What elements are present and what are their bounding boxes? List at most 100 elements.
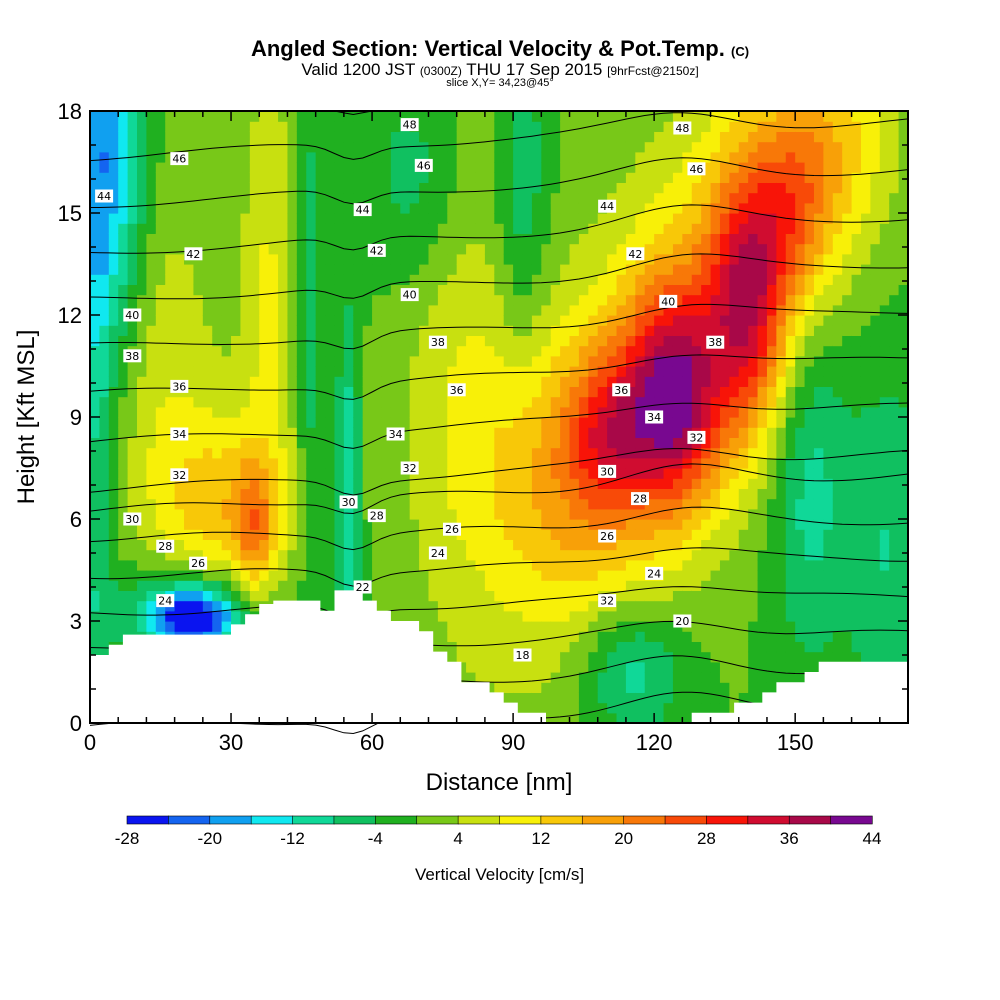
velocity-cell [202,294,213,306]
velocity-cell [691,376,702,387]
velocity-cell [644,366,655,377]
velocity-cell [748,692,759,704]
velocity-cell [372,304,383,316]
velocity-cell [390,386,401,398]
velocity-cell [494,172,505,183]
velocity-cell [118,294,129,306]
velocity-cell [466,264,477,275]
velocity-cell [616,702,627,714]
velocity-cell [682,641,693,653]
velocity-cell [607,192,618,204]
velocity-cell [202,478,213,489]
velocity-cell [531,559,542,571]
velocity-cell [372,559,383,571]
velocity-cell [118,457,129,469]
velocity-cell [231,131,242,143]
velocity-cell [137,621,148,632]
velocity-cell [127,417,138,428]
velocity-cell [541,366,552,377]
velocity-cell [137,498,148,510]
velocity-cell [184,417,195,428]
velocity-cell [569,457,580,469]
velocity-cell [108,284,119,296]
velocity-cell [682,702,693,714]
velocity-cell [193,386,204,398]
velocity-cell [437,631,448,642]
velocity-cell [90,641,100,653]
velocity-cell [644,529,655,540]
velocity-cell [466,172,477,183]
velocity-cell [475,651,486,663]
velocity-cell [494,151,505,163]
velocity-cell [259,529,270,540]
velocity-cell [569,182,580,194]
velocity-cell [484,335,495,347]
velocity-cell [231,172,242,183]
velocity-cell [654,427,665,438]
velocity-cell [541,325,552,336]
velocity-cell [588,539,599,551]
velocity-cell [419,233,430,245]
velocity-cell [785,355,796,367]
velocity-cell [719,488,730,500]
velocity-cell [550,651,561,663]
velocity-cell [137,488,148,500]
velocity-cell [851,508,862,520]
velocity-cell [776,386,787,398]
velocity-cell [118,406,129,418]
velocity-cell [202,600,213,612]
velocity-cell [372,600,383,612]
velocity-cell [785,539,796,551]
velocity-cell [118,549,129,561]
velocity-cell [785,192,796,204]
velocity-cell [137,366,148,377]
velocity-cell [804,519,815,530]
velocity-cell [644,651,655,663]
velocity-cell [456,570,467,581]
velocity-cell [804,447,815,459]
velocity-cell [428,559,439,571]
velocity-cell [729,243,740,255]
velocity-cell [315,223,326,234]
velocity-cell [390,508,401,520]
velocity-cell [644,253,655,265]
velocity-cell [240,519,251,530]
velocity-cell [729,488,740,500]
velocity-cell [231,417,242,428]
velocity-cell [738,692,749,704]
velocity-cell [766,488,777,500]
velocity-cell [231,366,242,377]
velocity-cell [522,162,533,173]
velocity-cell [296,549,307,561]
velocity-cell [484,151,495,163]
velocity-cell [90,376,100,387]
velocity-cell [503,355,514,367]
velocity-cell [654,682,665,693]
velocity-cell [672,549,683,561]
velocity-cell [456,519,467,530]
velocity-cell [484,182,495,194]
velocity-cell [259,131,270,143]
velocity-cell [484,325,495,336]
velocity-cell [108,264,119,275]
velocity-cell [560,529,571,540]
velocity-cell [766,478,777,489]
velocity-cell [654,243,665,255]
velocity-cell [240,121,251,132]
velocity-cell [475,621,486,632]
velocity-cell [851,417,862,428]
velocity-cell [682,172,693,183]
velocity-cell [118,162,129,173]
velocity-cell [644,192,655,204]
velocity-cell [672,386,683,398]
velocity-cell [334,284,345,296]
velocity-cell [578,529,589,540]
velocity-cell [315,192,326,204]
velocity-cell [475,376,486,387]
velocity-cell [578,692,589,704]
velocity-cell [691,345,702,357]
velocity-cell [607,396,618,408]
velocity-cell [691,457,702,469]
velocity-cell [90,182,100,194]
velocity-cell [372,529,383,540]
